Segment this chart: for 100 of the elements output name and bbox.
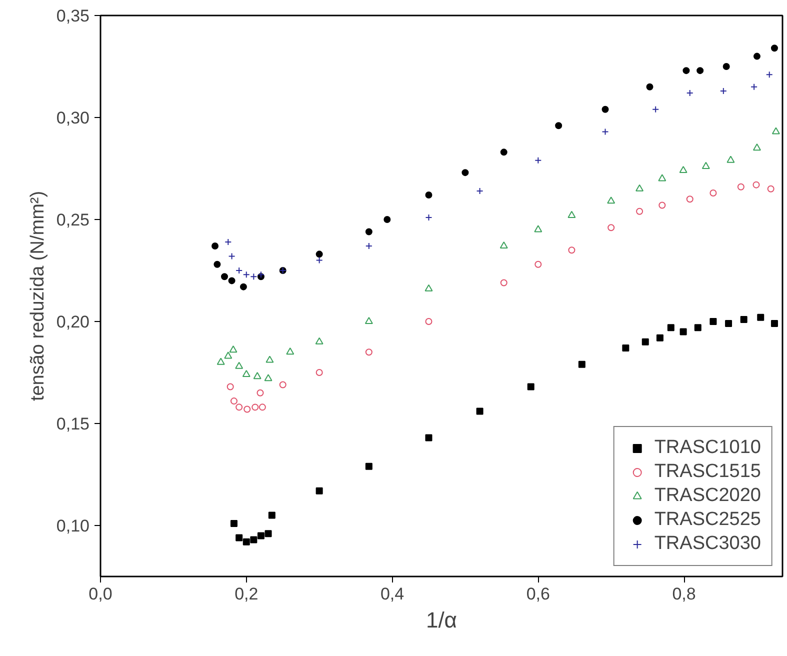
point (696, 67, 704, 74)
point (622, 344, 630, 352)
point (365, 348, 372, 356)
point (230, 520, 238, 527)
point (257, 532, 264, 540)
y-axis-title: tensão reduzida (N/mm²) (27, 190, 48, 402)
point (578, 360, 586, 368)
point (316, 256, 323, 264)
point (316, 487, 323, 494)
point (767, 185, 774, 192)
point (607, 196, 616, 204)
point (242, 538, 250, 546)
legend-label: TRASC2525 (654, 509, 761, 531)
point (315, 337, 324, 344)
y-tick-label: 0,25 (56, 210, 90, 230)
point (253, 372, 262, 380)
point (682, 67, 690, 74)
point (770, 44, 778, 52)
legend-label: TRASC1515 (654, 461, 761, 483)
point (646, 83, 654, 90)
point (425, 318, 432, 325)
point (212, 242, 219, 250)
point (770, 320, 778, 328)
point (240, 283, 247, 290)
point (694, 324, 702, 332)
point (365, 228, 372, 236)
x-tick-label: 0,2 (234, 584, 258, 604)
point (264, 374, 272, 382)
point (722, 63, 730, 70)
point (750, 83, 758, 90)
point (425, 214, 432, 221)
point (753, 52, 760, 60)
x-axis-title: 1/α (426, 608, 458, 632)
point (230, 398, 238, 405)
point (534, 225, 542, 232)
point (710, 189, 717, 196)
point (752, 181, 760, 188)
point (720, 87, 727, 94)
point (726, 156, 735, 163)
point (229, 346, 238, 353)
point (224, 238, 232, 246)
point (534, 260, 542, 268)
legend-label: TRASC1010 (654, 437, 761, 459)
point (568, 210, 576, 218)
point (228, 277, 236, 284)
point (268, 512, 276, 519)
x-tick-label: 0,6 (526, 584, 550, 604)
point (242, 370, 250, 378)
point (242, 271, 250, 278)
point (602, 106, 609, 113)
point (365, 462, 372, 470)
point (266, 356, 274, 363)
point (252, 404, 259, 411)
x-tick-label: 0,8 (672, 584, 696, 604)
point (642, 338, 649, 346)
point (214, 260, 221, 268)
y-tick-label: 0,10 (56, 516, 90, 536)
point (316, 369, 323, 376)
point (766, 71, 773, 78)
point (658, 202, 666, 209)
point (500, 279, 508, 286)
point (608, 224, 615, 232)
point (710, 318, 717, 325)
point (236, 534, 243, 542)
point (228, 252, 236, 260)
point (752, 144, 761, 151)
point (679, 166, 688, 174)
point (680, 328, 687, 336)
point (757, 314, 764, 321)
y-tick-label: 0,30 (56, 108, 90, 128)
point (236, 267, 243, 274)
y-tick-label: 0,35 (56, 6, 90, 26)
point (316, 250, 323, 258)
point (384, 216, 391, 223)
point (424, 284, 433, 292)
point (667, 324, 674, 332)
point (534, 156, 542, 164)
point (602, 128, 609, 136)
point (244, 406, 251, 413)
point (740, 316, 748, 323)
point (250, 273, 258, 280)
point (221, 273, 228, 280)
x-tick-label: 0,4 (380, 584, 404, 604)
point (462, 169, 469, 176)
point (256, 389, 264, 396)
x-tick-label: 0,0 (88, 584, 112, 604)
point (425, 434, 432, 442)
point (500, 241, 508, 249)
point (725, 320, 732, 328)
point (476, 408, 484, 415)
point (636, 184, 644, 192)
point (425, 192, 432, 199)
point (652, 106, 660, 113)
legend-label: TRASC3030 (654, 533, 761, 555)
point (286, 348, 294, 355)
legend-label: TRASC2020 (654, 485, 761, 507)
point (258, 404, 266, 411)
point (772, 127, 780, 134)
point (500, 148, 508, 156)
point (216, 358, 225, 365)
